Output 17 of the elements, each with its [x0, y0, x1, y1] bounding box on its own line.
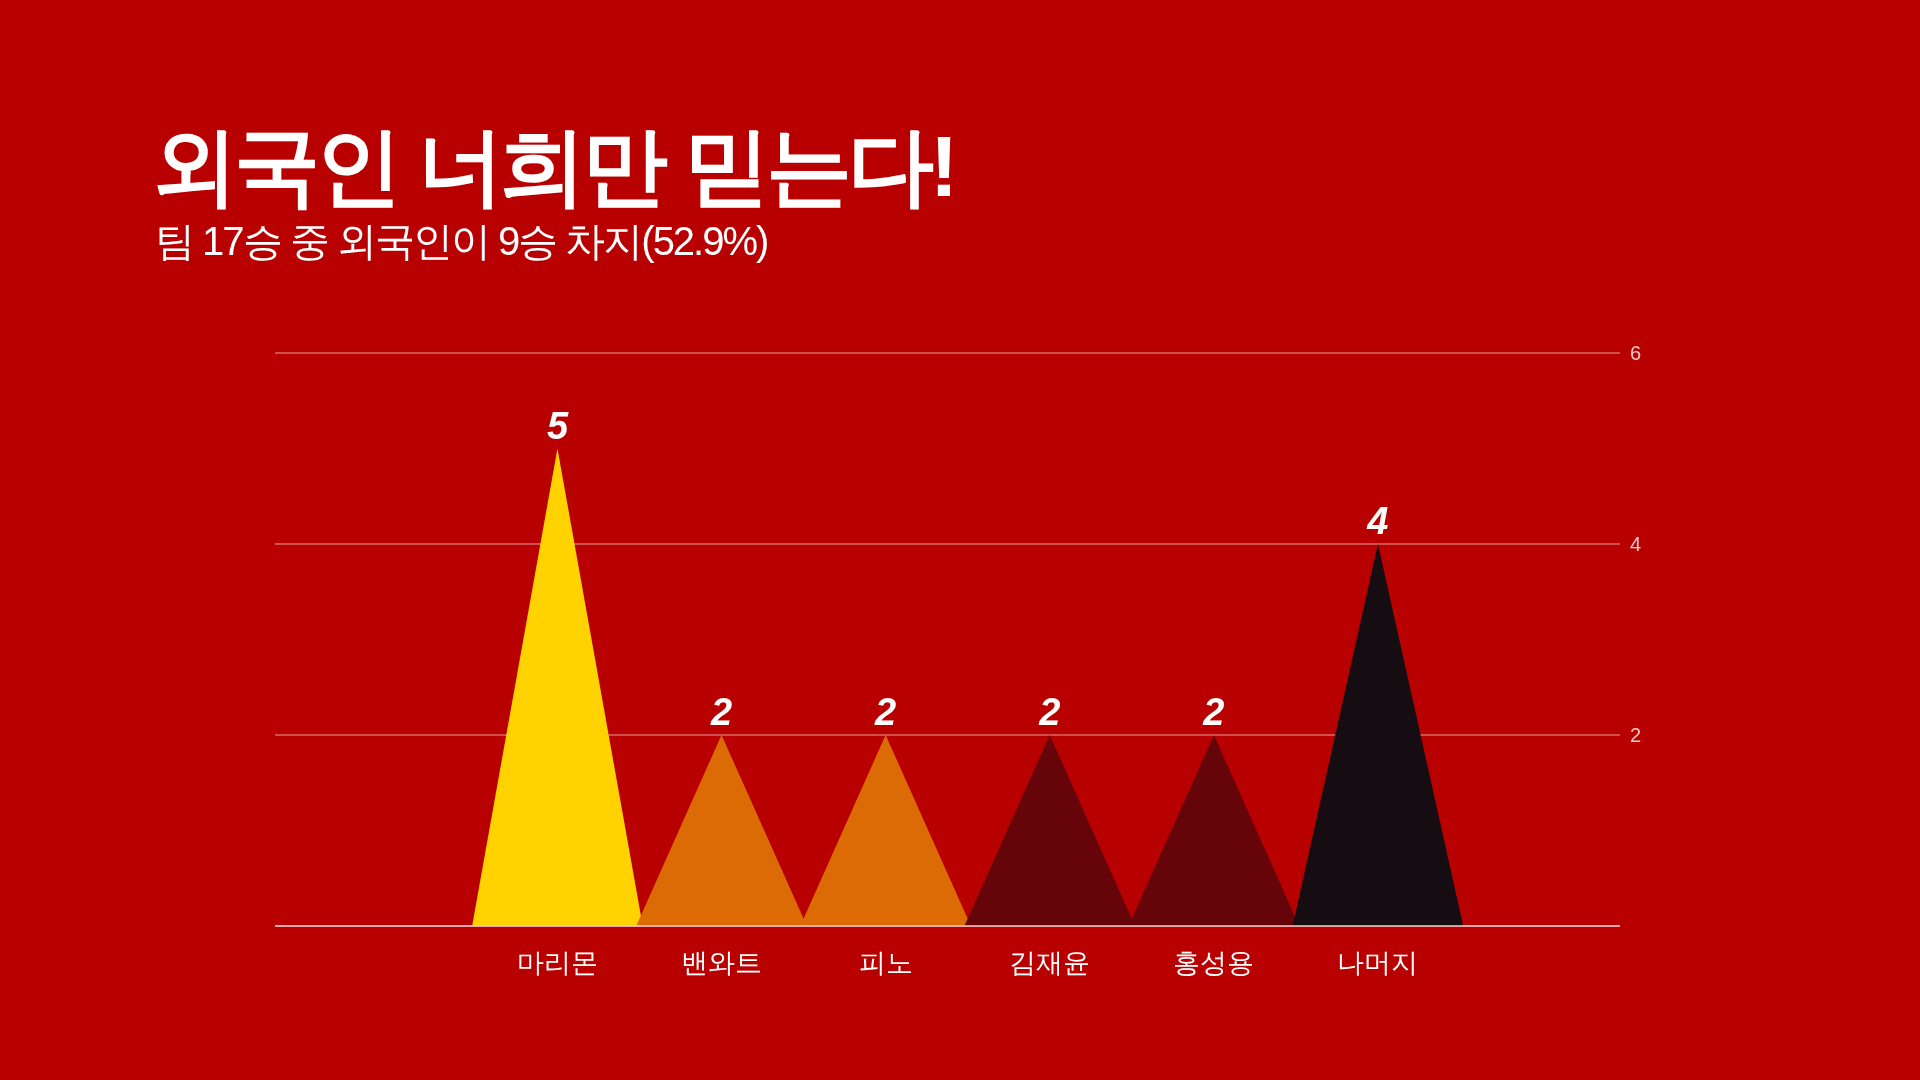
title: 외국인 너희만 믿는다!: [152, 118, 955, 214]
x-label: 홍성용: [1173, 948, 1255, 978]
x-label: 나머지: [1337, 948, 1419, 978]
data-label: 5: [546, 404, 568, 447]
subtitle: 팀 17승 중 외국인이 9승 차지(52.9%): [155, 219, 768, 263]
x-label: 마리몬: [516, 948, 598, 978]
data-label: 4: [1367, 500, 1389, 542]
data-label: 2: [1039, 691, 1061, 733]
data-label: 2: [1203, 691, 1225, 733]
y-tick-label: 2: [1630, 724, 1642, 746]
x-label: 김재윤: [1009, 948, 1091, 978]
x-label: 밴와트: [681, 948, 763, 978]
y-tick-label: 6: [1630, 342, 1642, 364]
y-tick-label: 4: [1630, 533, 1642, 555]
data-label: 2: [710, 691, 733, 733]
data-label: 2: [875, 691, 897, 733]
x-label: 피노: [858, 948, 913, 978]
